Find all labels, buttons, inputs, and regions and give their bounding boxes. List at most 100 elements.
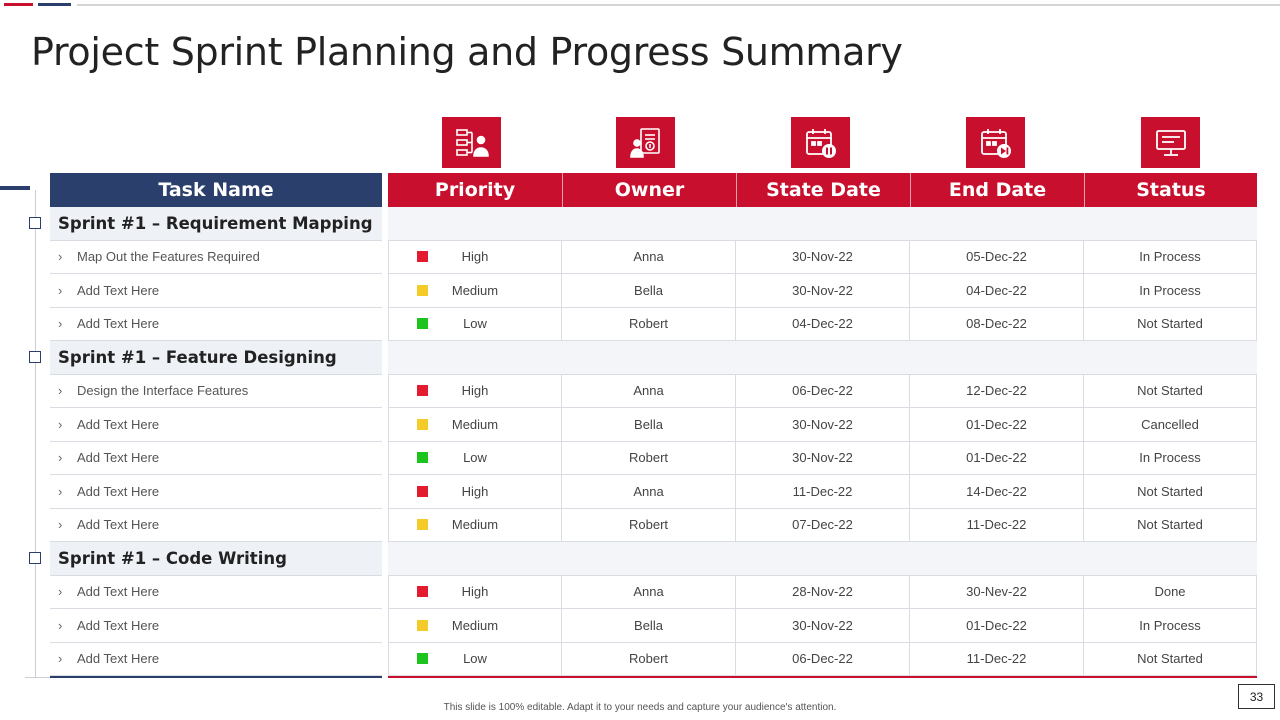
task-name: Add Text Here	[77, 584, 160, 600]
owner-cell: Bella	[562, 609, 736, 643]
task-cell: › Add Text Here	[50, 408, 382, 442]
table-row[interactable]: › Add Text Here Low Robert 30-Nov-22 01-Dec-2…	[0, 441, 1280, 475]
priority-label: Low	[463, 316, 487, 332]
priority-cell: Low	[388, 642, 562, 676]
task-cell: › Add Text Here	[50, 643, 382, 676]
owner-cell: Bella	[562, 408, 736, 442]
header-priority: Priority	[388, 173, 562, 207]
owner-cell: Anna	[562, 374, 736, 408]
table-row[interactable]: › Design the Interface Features High Anna 06…	[0, 374, 1280, 408]
group-toggle-box[interactable]	[29, 216, 41, 229]
priority-cell: Medium	[388, 508, 562, 542]
task-cell: › Add Text Here	[50, 576, 382, 609]
table-row[interactable]: › Add Text Here Low Robert 06-Dec-22 11-Dec-2…	[0, 642, 1280, 676]
person-clipboard-icon	[616, 117, 675, 168]
table-row[interactable]: › Add Text Here Low Robert 04-Dec-22 08-Dec-2…	[0, 307, 1280, 341]
priority-square-icon	[417, 284, 428, 296]
priority-label: Medium	[451, 517, 499, 533]
header-task-name: Task Name	[50, 173, 382, 207]
chevron-right-icon: ›	[58, 383, 63, 399]
priority-square-icon	[417, 452, 428, 464]
priority-square-icon	[417, 251, 428, 263]
table-bottom-border-navy	[50, 676, 382, 678]
accent-bar-grey	[77, 4, 1280, 6]
start-date-cell: 06-Dec-22	[736, 374, 910, 408]
chevron-right-icon: ›	[58, 316, 63, 332]
owner-cell: Bella	[562, 274, 736, 308]
start-date-cell: 07-Dec-22	[736, 508, 910, 542]
page-title: Project Sprint Planning and Progress Sum…	[31, 30, 903, 74]
accent-bar-red	[4, 3, 33, 6]
chevron-right-icon: ›	[58, 517, 63, 533]
start-date-cell: 11-Dec-22	[736, 475, 910, 509]
status-cell: Not Started	[1084, 307, 1257, 341]
task-cell: › Add Text Here	[50, 509, 382, 542]
end-date-cell: 05-Dec-22	[910, 240, 1084, 274]
group-band	[388, 542, 1257, 576]
priority-cell: Medium	[388, 274, 562, 308]
owner-cell: Robert	[562, 441, 736, 475]
group-cell: Sprint #1 – Code Writing	[50, 542, 382, 576]
status-cell: Not Started	[1084, 374, 1257, 408]
priority-label: Low	[463, 450, 487, 466]
status-cell: Done	[1084, 575, 1257, 609]
end-date-cell: 12-Dec-22	[910, 374, 1084, 408]
priority-square-icon	[417, 318, 428, 330]
task-cell: › Add Text Here	[50, 274, 382, 308]
priority-cell: Low	[388, 441, 562, 475]
table-row[interactable]: › Add Text Here Medium Bella 30-Nov-22 01-Dec…	[0, 609, 1280, 643]
start-date-cell: 30-Nov-22	[736, 408, 910, 442]
priority-cell: High	[388, 240, 562, 274]
priority-square-icon	[417, 485, 428, 497]
start-date-cell: 30-Nov-22	[736, 441, 910, 475]
end-date-cell: 30-Nev-22	[910, 575, 1084, 609]
monitor-icon	[1141, 117, 1200, 168]
chevron-right-icon: ›	[58, 249, 63, 265]
group-band	[388, 341, 1257, 375]
priority-square-icon	[417, 653, 428, 665]
task-cell: › Map Out the Features Required	[50, 241, 382, 274]
chevron-right-icon: ›	[58, 282, 63, 298]
end-date-cell: 01-Dec-22	[910, 441, 1084, 475]
table-row[interactable]: › Add Text Here High Anna 28-Nov-22 30-Nev-22…	[0, 575, 1280, 609]
task-cell: › Design the Interface Features	[50, 375, 382, 408]
priority-square-icon	[417, 519, 428, 531]
end-date-cell: 01-Dec-22	[910, 408, 1084, 442]
table-row[interactable]: › Add Text Here High Anna 11-Dec-22 14-Dec-22…	[0, 475, 1280, 509]
group-label: Sprint #1 – Code Writing	[58, 548, 287, 568]
task-name: Design the Interface Features	[77, 383, 249, 399]
priority-label: Medium	[451, 416, 499, 432]
status-cell: Cancelled	[1084, 408, 1257, 442]
table-row[interactable]: › Add Text Here Medium Bella 30-Nov-22 01-Dec…	[0, 408, 1280, 442]
accent-bar-blue	[38, 3, 71, 6]
group-toggle-box[interactable]	[29, 551, 41, 564]
status-cell: In Process	[1084, 240, 1257, 274]
priority-label: Low	[463, 651, 487, 667]
group-row[interactable]: Sprint #1 – Feature Designing	[0, 341, 1280, 375]
group-row[interactable]: Sprint #1 – Requirement Mapping	[0, 207, 1280, 241]
group-cell: Sprint #1 – Requirement Mapping	[50, 207, 382, 241]
priority-square-icon	[417, 385, 428, 397]
group-toggle-box[interactable]	[29, 350, 41, 363]
priority-label: Medium	[451, 282, 499, 298]
table-row[interactable]: › Add Text Here Medium Bella 30-Nov-22 04-Dec…	[0, 274, 1280, 308]
chevron-right-icon: ›	[58, 416, 63, 432]
chevron-right-icon: ›	[58, 483, 63, 499]
priority-square-icon	[417, 418, 428, 430]
priority-label: High	[461, 483, 489, 499]
chevron-right-icon: ›	[58, 617, 63, 633]
tree-bottom-line	[25, 677, 50, 678]
end-date-cell: 01-Dec-22	[910, 609, 1084, 643]
start-date-cell: 30-Nov-22	[736, 609, 910, 643]
owner-cell: Robert	[562, 307, 736, 341]
priority-label: High	[461, 584, 489, 600]
task-cell: › Add Text Here	[50, 609, 382, 643]
task-cell: › Add Text Here	[50, 442, 382, 475]
task-name: Add Text Here	[77, 483, 160, 499]
left-accent-bar	[0, 186, 30, 190]
table-row[interactable]: › Map Out the Features Required High Anna 30…	[0, 240, 1280, 274]
priority-cell: High	[388, 475, 562, 509]
owner-cell: Anna	[562, 240, 736, 274]
table-row[interactable]: › Add Text Here Medium Robert 07-Dec-22 11-De…	[0, 508, 1280, 542]
group-row[interactable]: Sprint #1 – Code Writing	[0, 542, 1280, 576]
